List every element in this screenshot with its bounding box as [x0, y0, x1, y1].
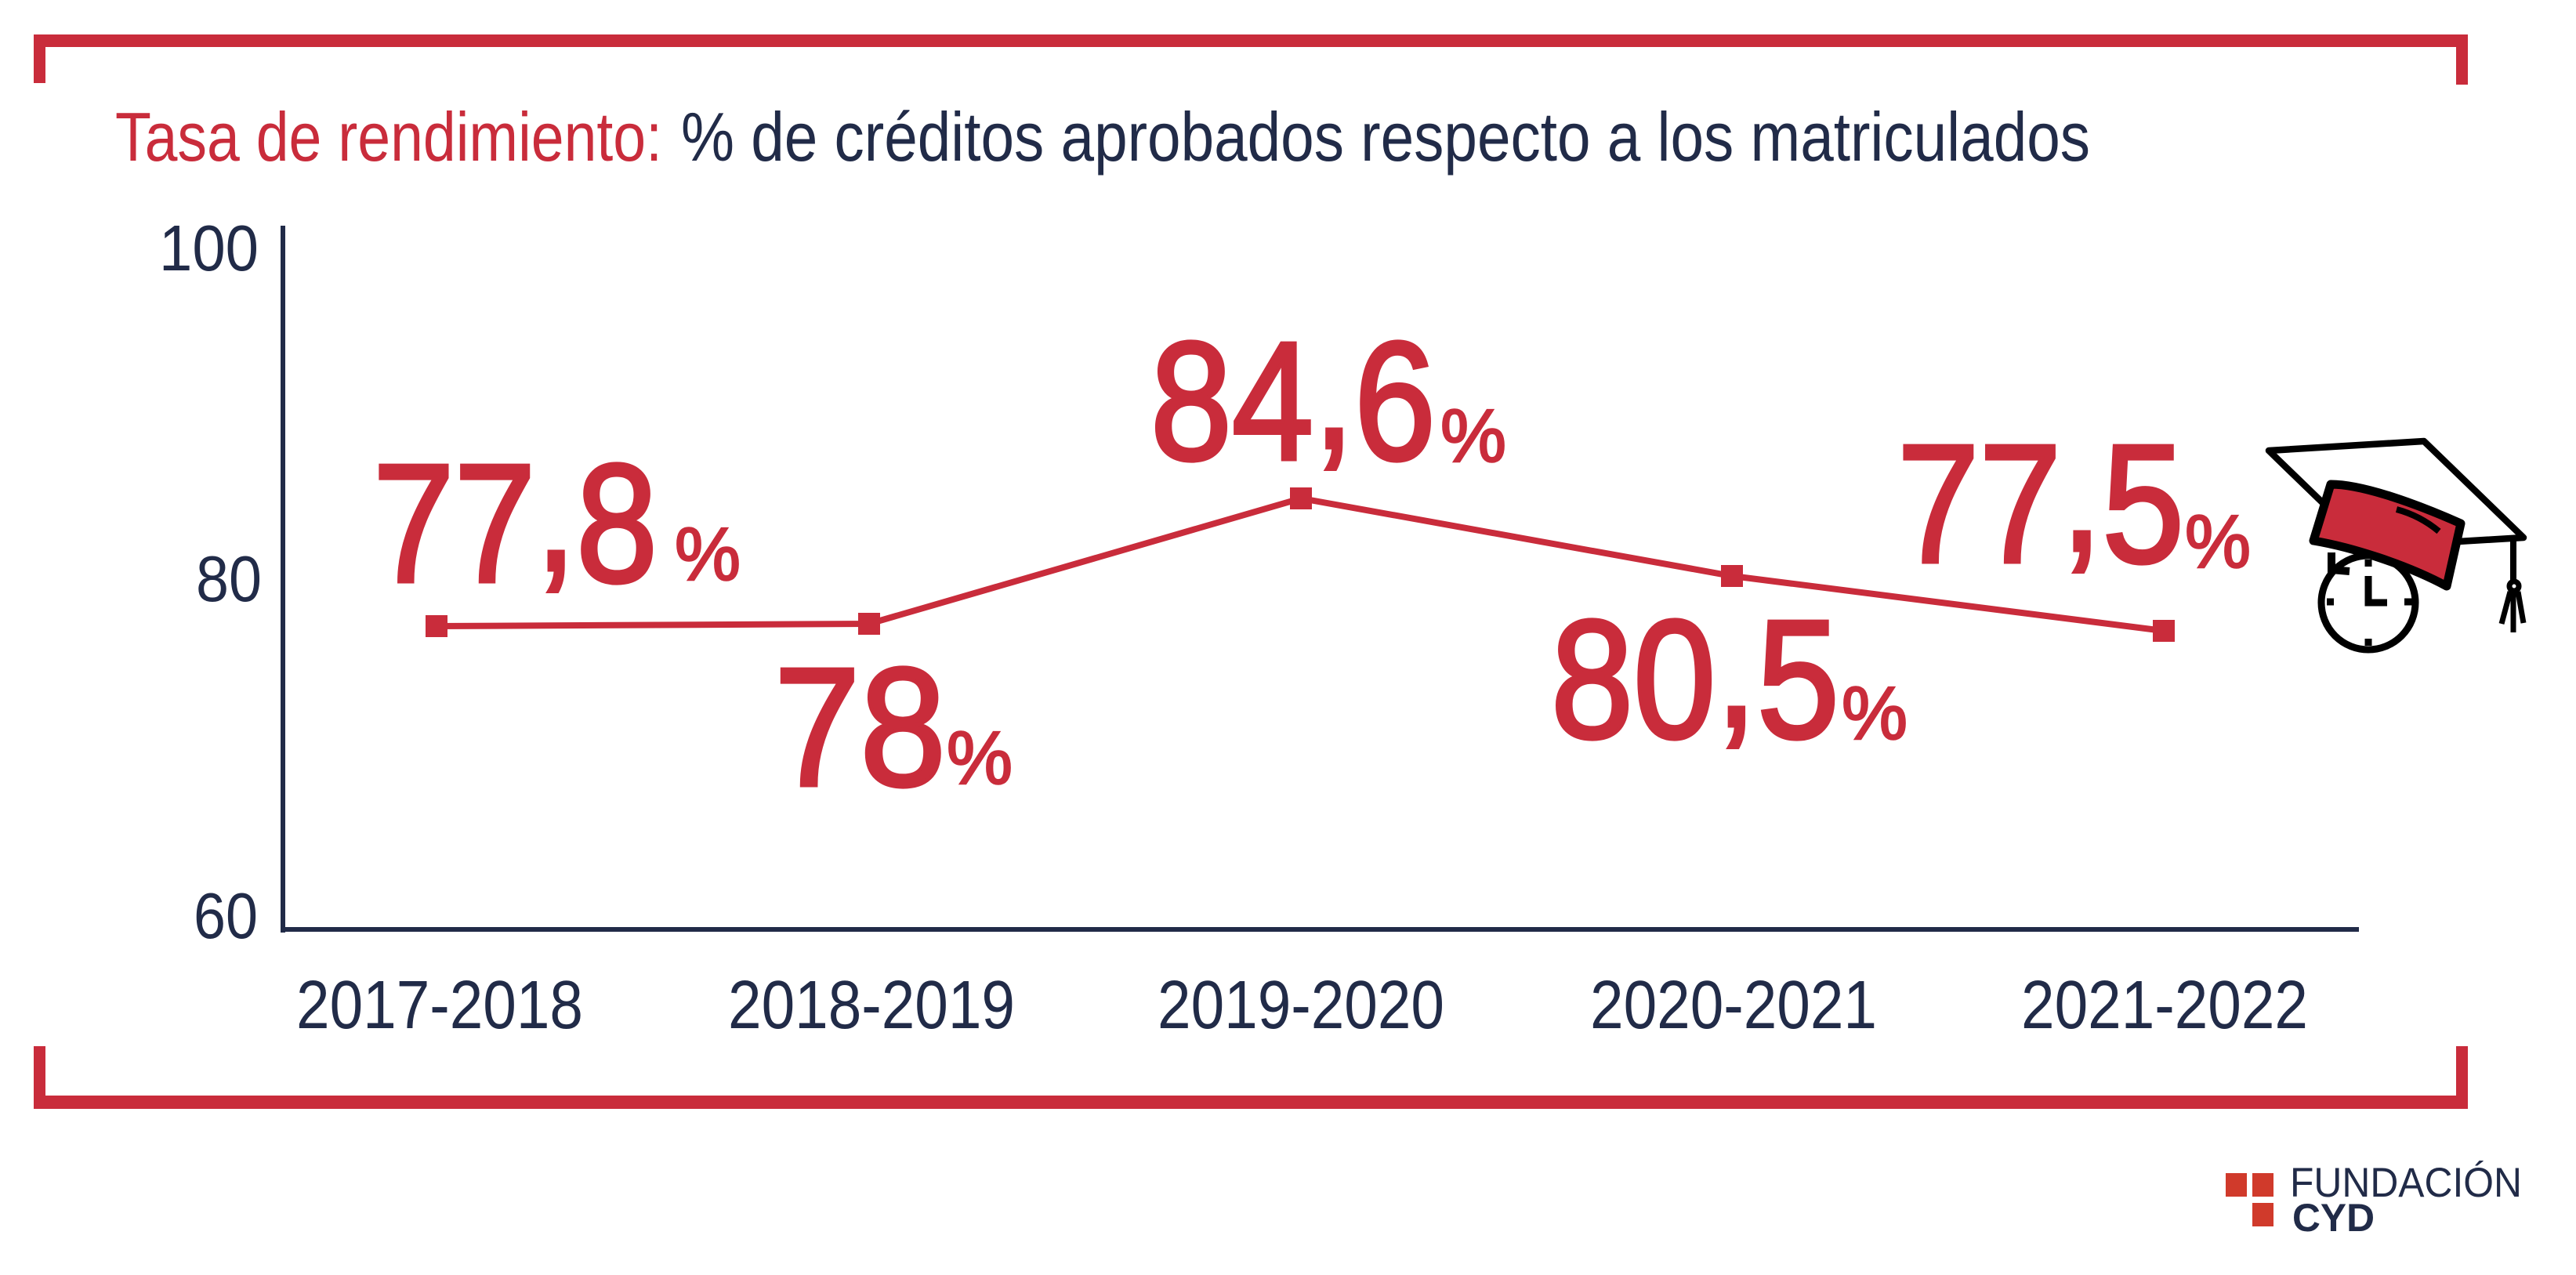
svg-text:CYD: CYD: [2292, 1196, 2375, 1240]
svg-text:%: %: [1440, 394, 1506, 478]
svg-text:77,8: 77,8: [373, 417, 658, 618]
svg-text:80: 80: [196, 542, 262, 615]
svg-text:2021-2022: 2021-2022: [2021, 967, 2308, 1043]
svg-text:Tasa de rendimiento:: Tasa de rendimiento:: [115, 98, 662, 176]
svg-text:2018-2019: 2018-2019: [728, 967, 1015, 1043]
svg-text:%: %: [1842, 672, 1908, 755]
svg-text:77,5: 77,5: [1897, 397, 2184, 598]
svg-text:2019-2020: 2019-2020: [1158, 967, 1444, 1043]
svg-text:% de créditos aprobados respec: % de créditos aprobados respecto a los m…: [681, 98, 2090, 176]
svg-text:%: %: [947, 716, 1013, 800]
svg-text:78: 78: [774, 632, 946, 821]
svg-text:84,6: 84,6: [1150, 295, 1436, 495]
svg-text:2020-2021: 2020-2021: [1590, 967, 1877, 1043]
svg-text:60: 60: [194, 879, 258, 952]
svg-text:100: 100: [159, 212, 259, 284]
svg-text:%: %: [2185, 500, 2251, 584]
svg-text:%: %: [675, 513, 741, 596]
svg-text:2017-2018: 2017-2018: [296, 967, 583, 1043]
svg-text:80,5: 80,5: [1551, 573, 1839, 773]
svg-text:FUNDACIÓN: FUNDACIÓN: [2290, 1160, 2522, 1206]
